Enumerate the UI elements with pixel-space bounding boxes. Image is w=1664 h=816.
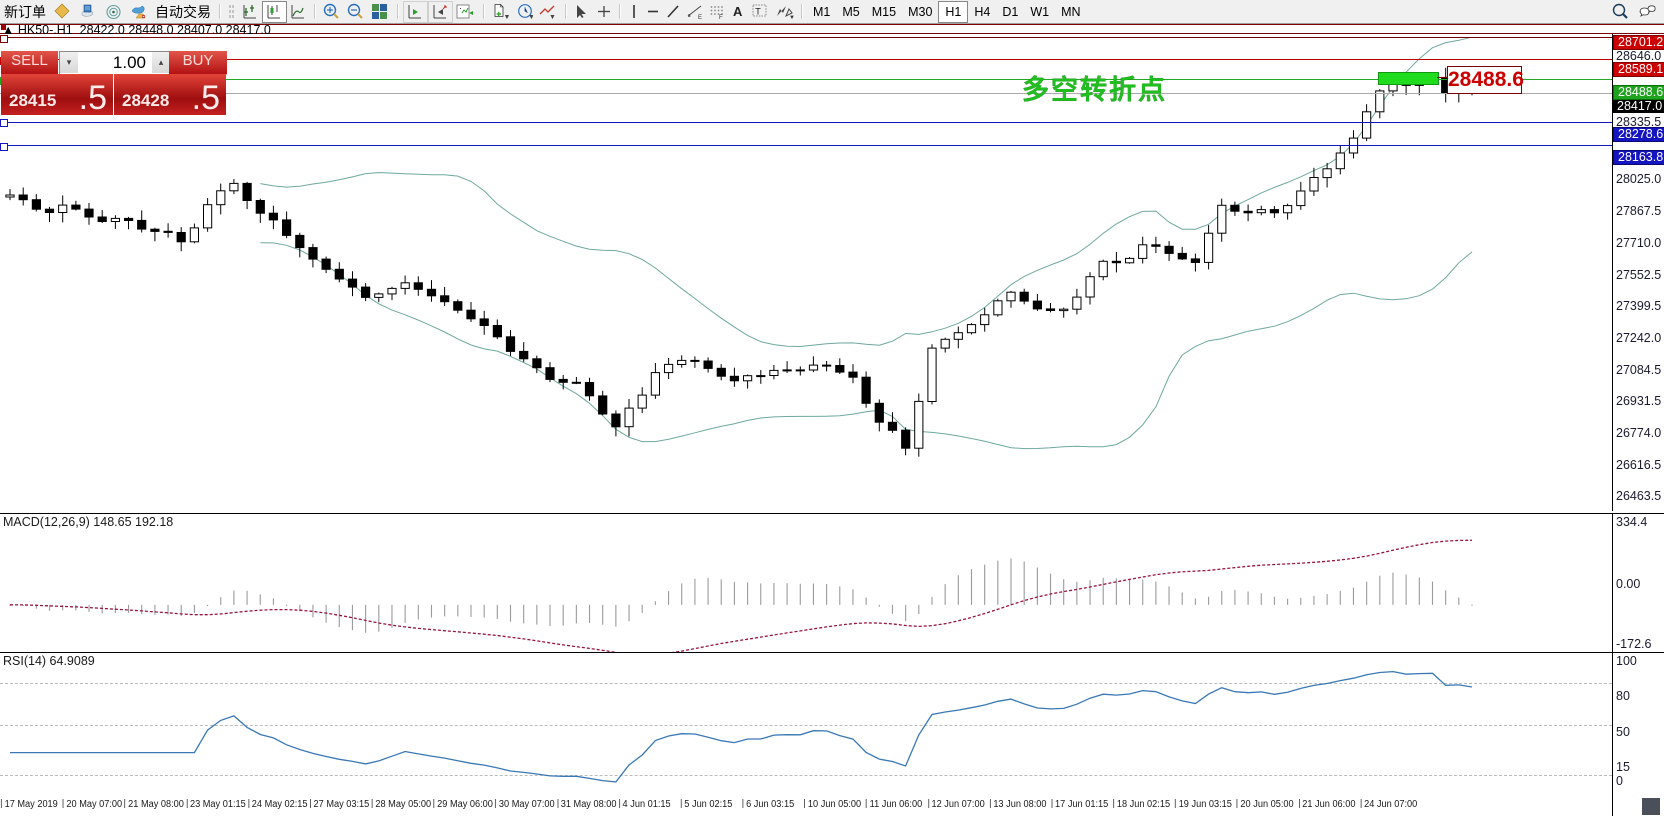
svg-text:▼: ▼ <box>528 14 533 20</box>
svg-text:F: F <box>719 15 723 20</box>
svg-text:E: E <box>698 15 702 20</box>
svg-text:A: A <box>733 4 743 19</box>
svg-text:▼: ▼ <box>504 14 511 20</box>
svg-text:▼: ▼ <box>789 15 794 20</box>
svg-text:T: T <box>755 7 761 17</box>
svg-text:▼: ▼ <box>549 14 556 20</box>
